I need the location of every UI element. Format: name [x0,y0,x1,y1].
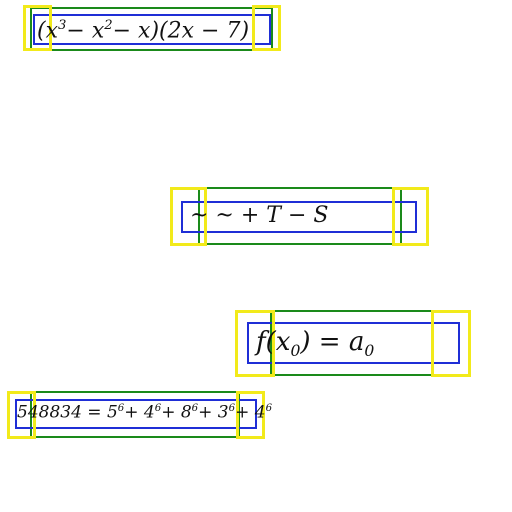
green-bounding-box [198,187,402,245]
green-bounding-box [30,7,273,51]
green-bounding-box [30,391,240,438]
yellow-start-box [235,310,275,377]
yellow-end-box [252,5,281,51]
yellow-start-box [170,187,207,246]
yellow-end-box [431,310,471,377]
blue-bounding-box [15,399,257,429]
handwritten-expression: 548834 = 56+ 46+ 86+ 36+ 46 [17,402,273,423]
blue-bounding-box [181,201,417,233]
handwritten-expression: f(x0) = a0 [256,327,375,361]
handwritten-expression: ~ ~ + T − S [190,203,329,228]
blue-bounding-box [33,14,271,45]
yellow-start-box [7,391,36,439]
yellow-end-box [392,187,429,246]
yellow-start-box [23,5,52,51]
blue-bounding-box [247,322,460,364]
yellow-end-box [236,391,265,439]
handwritten-expression: (x3− x2− x)(2x − 7) [37,18,250,44]
